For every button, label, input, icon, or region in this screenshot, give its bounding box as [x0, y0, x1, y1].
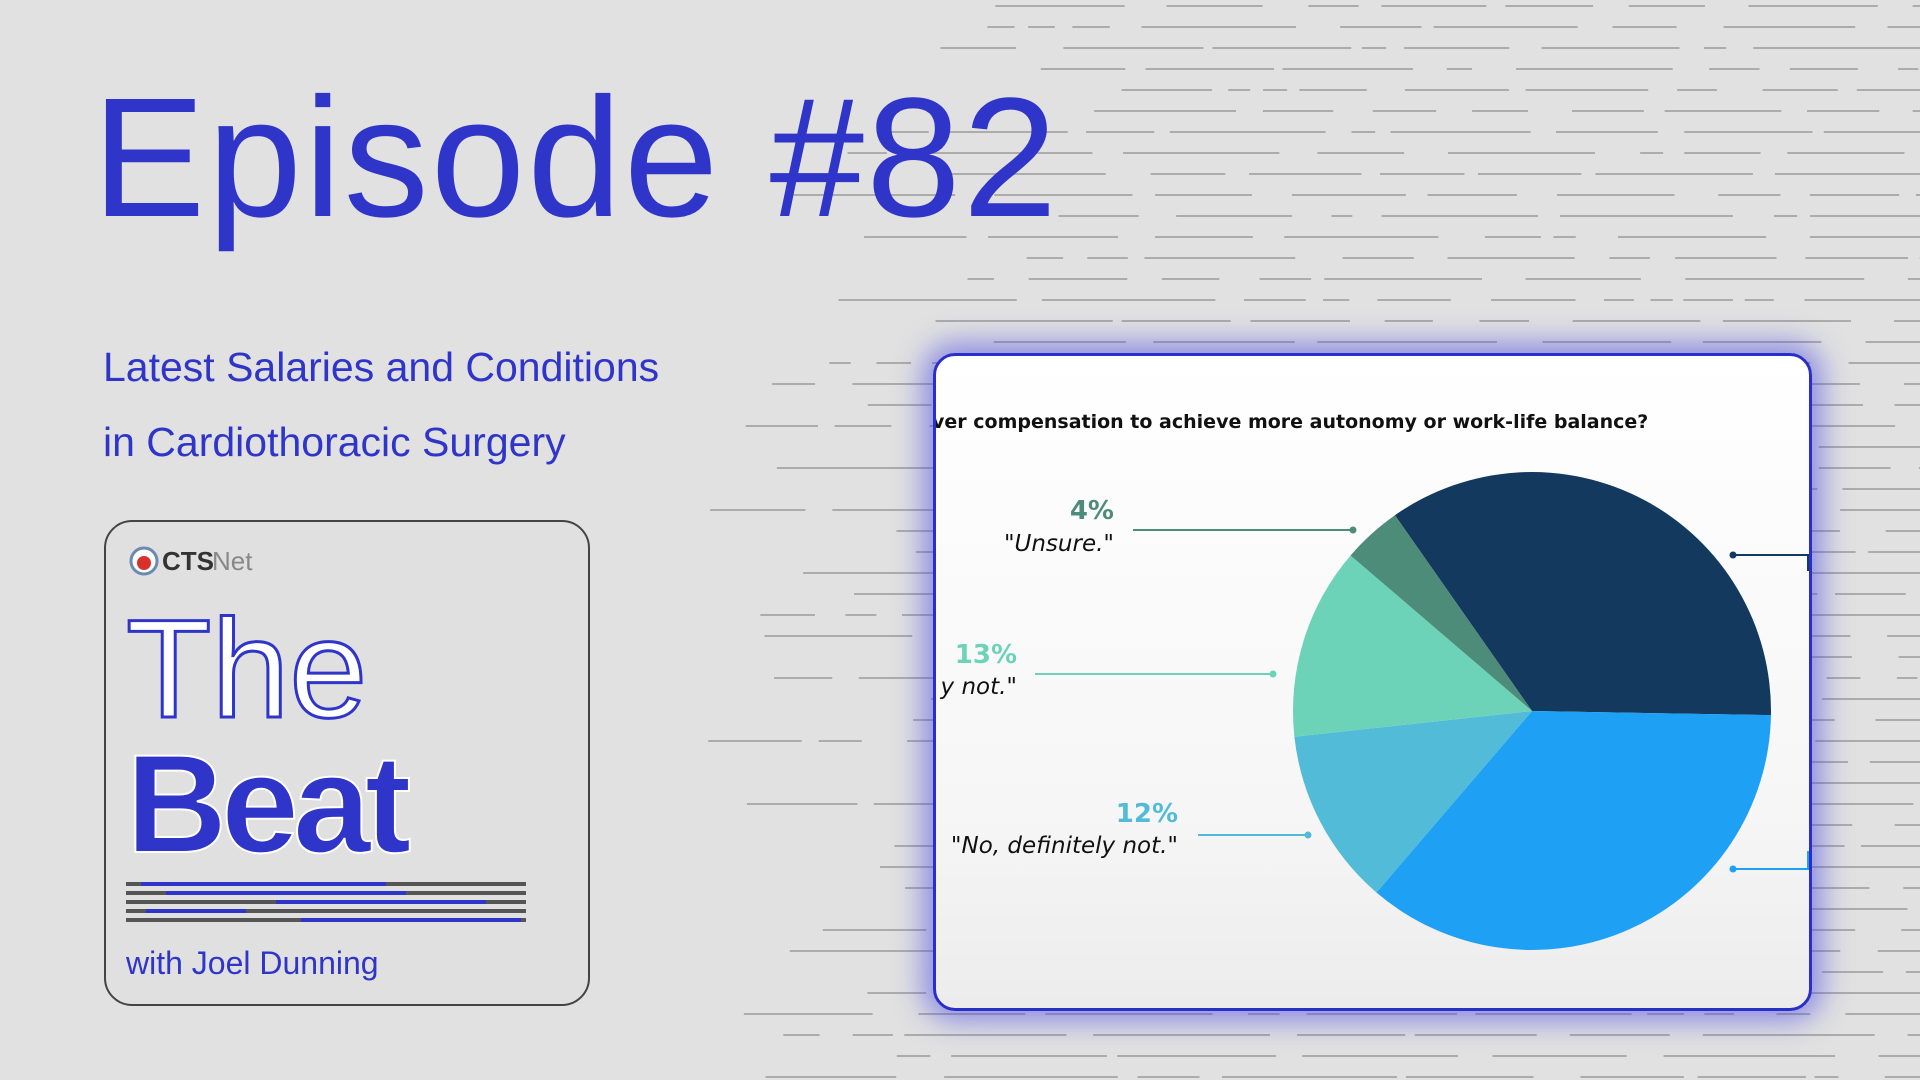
chart: ver compensation to achieve more autonom… — [936, 411, 1809, 950]
episode-title: Episode #82 — [92, 63, 1060, 253]
pie-slice — [1293, 555, 1532, 737]
brand-bold: CTS — [162, 546, 214, 576]
leader-dot — [1269, 670, 1277, 678]
leader-dot — [1729, 865, 1737, 873]
category-label: "Unsure." — [1003, 531, 1114, 557]
value-label: 13% — [954, 640, 1017, 670]
value-label: 12% — [1115, 799, 1178, 829]
pie-slice — [1294, 711, 1532, 893]
logo-heart — [137, 556, 151, 570]
category-label: y not." — [940, 674, 1017, 700]
subtitle: Latest Salaries and Conditions — [103, 344, 660, 390]
title-bottom: Beat — [126, 725, 410, 882]
pie-slice — [1376, 711, 1771, 950]
subtitle: in Cardiothoracic Surgery — [103, 419, 566, 465]
podcast-cover: CTS Net The Beat with Joel Dunning — [104, 520, 590, 1006]
pie-slice — [1350, 515, 1532, 711]
title-top: The — [126, 590, 367, 747]
pie-slice — [1394, 472, 1771, 716]
chart-card: ver compensation to achieve more autonom… — [933, 353, 1812, 1011]
leader-line — [1733, 554, 1809, 571]
brand-light: Net — [212, 546, 253, 576]
decor-lines — [126, 882, 526, 922]
category-label: "No, definitely not." — [950, 833, 1178, 859]
host: with Joel Dunning — [125, 945, 379, 981]
leader-line — [1733, 851, 1809, 870]
cover-art: CTS Net The Beat with Joel Dunning — [125, 546, 526, 981]
leader-dot — [1304, 831, 1312, 839]
value-label: 4% — [1069, 496, 1114, 526]
leader-dot — [1349, 526, 1357, 534]
leader-dot — [1729, 551, 1737, 559]
chart-title: ver compensation to achieve more autonom… — [936, 411, 1648, 433]
